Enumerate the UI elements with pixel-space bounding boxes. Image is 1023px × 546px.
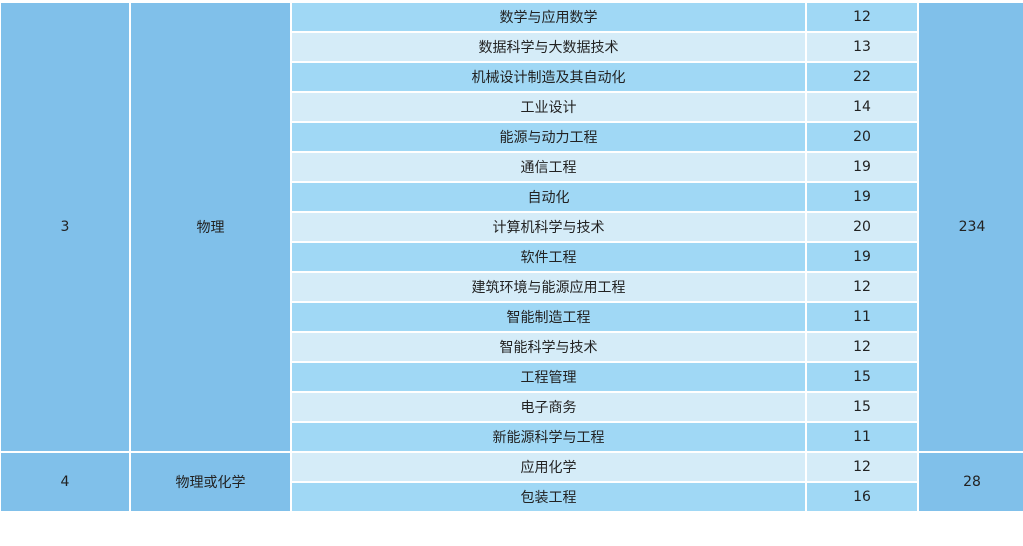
major-count-cell: 19: [805, 181, 919, 213]
major-count-cell: 19: [805, 151, 919, 183]
major-name-cell: 自动化: [290, 181, 807, 213]
table-row: 工程管理 15: [0, 361, 1023, 393]
major-count-cell: 20: [805, 211, 919, 243]
major-count-cell: 22: [805, 61, 919, 93]
subject-requirement-cell: 物理或化学: [129, 451, 292, 513]
major-count-cell: 12: [805, 331, 919, 363]
major-name-cell: 智能制造工程: [290, 301, 807, 333]
major-name-cell: 工业设计: [290, 91, 807, 123]
major-name-cell: 电子商务: [290, 391, 807, 423]
table-row: 3 物理 数学与应用数学 12 234: [0, 1, 1023, 453]
table-row: 智能制造工程 11: [0, 301, 1023, 333]
major-count-cell: 15: [805, 361, 919, 393]
major-count-cell: 12: [805, 1, 919, 33]
table-row: 能源与动力工程 20: [0, 121, 1023, 153]
table-row: 建筑环境与能源应用工程 12: [0, 271, 1023, 303]
table-row: 电子商务 15: [0, 391, 1023, 423]
major-name-cell: 包装工程: [290, 481, 807, 513]
table-row: 工业设计 14: [0, 91, 1023, 123]
major-name-cell: 能源与动力工程: [290, 121, 807, 153]
major-count-cell: 19: [805, 241, 919, 273]
group-total-cell: 28: [917, 451, 1023, 513]
major-name-cell: 工程管理: [290, 361, 807, 393]
table-row: 软件工程 19: [0, 241, 1023, 273]
major-count-cell: 16: [805, 481, 919, 513]
major-count-cell: 11: [805, 421, 919, 453]
major-count-cell: 12: [805, 271, 919, 303]
table-row: 计算机科学与技术 20: [0, 211, 1023, 243]
table-row: 4 物理或化学 应用化学 12 28: [0, 451, 1023, 513]
major-count-cell: 20: [805, 121, 919, 153]
major-count-cell: 14: [805, 91, 919, 123]
subject-requirement-cell: 物理: [129, 1, 292, 453]
major-name-cell: 新能源科学与工程: [290, 421, 807, 453]
group-index-cell: 3: [0, 1, 131, 453]
major-count-cell: 11: [805, 301, 919, 333]
major-count-cell: 13: [805, 31, 919, 63]
major-name-cell: 机械设计制造及其自动化: [290, 61, 807, 93]
table-row: 自动化 19: [0, 181, 1023, 213]
major-count-cell: 12: [805, 451, 919, 483]
table-row: 数据科学与大数据技术 13: [0, 31, 1023, 63]
major-name-cell: 应用化学: [290, 451, 807, 483]
table-row: 新能源科学与工程 11: [0, 421, 1023, 453]
major-name-cell: 智能科学与技术: [290, 331, 807, 363]
major-name-cell: 通信工程: [290, 151, 807, 183]
group-index-cell: 4: [0, 451, 131, 513]
major-name-cell: 计算机科学与技术: [290, 211, 807, 243]
table-row: 智能科学与技术 12: [0, 331, 1023, 363]
table-row: 包装工程 16: [0, 481, 1023, 513]
group-total-cell: 234: [917, 1, 1023, 453]
enrollment-table: 3 物理 数学与应用数学 12 234 数据科学与大数据技术 13 机械设计制造及其自动化 22…: [0, 1, 1023, 513]
table-body: 3 物理 数学与应用数学 12 234 数据科学与大数据技术 13 机械设计制造及其自动化 22…: [0, 1, 1023, 513]
major-name-cell: 软件工程: [290, 241, 807, 273]
major-count-cell: 15: [805, 391, 919, 423]
table-row: 机械设计制造及其自动化 22: [0, 61, 1023, 93]
table-row: 通信工程 19: [0, 151, 1023, 183]
major-name-cell: 数学与应用数学: [290, 1, 807, 33]
major-name-cell: 数据科学与大数据技术: [290, 31, 807, 63]
major-name-cell: 建筑环境与能源应用工程: [290, 271, 807, 303]
